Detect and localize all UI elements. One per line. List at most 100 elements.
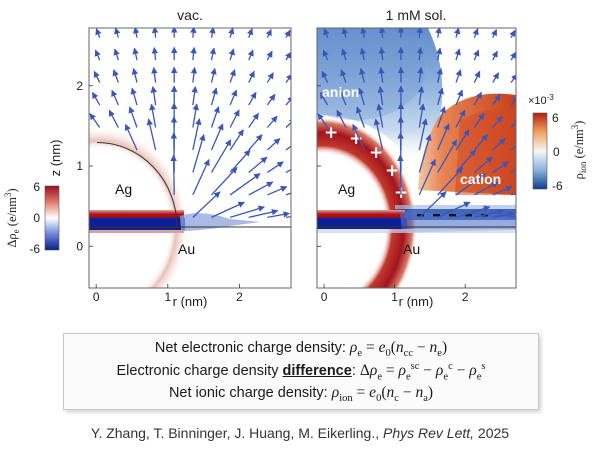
field-arrow [229,89,238,106]
field-arrow [131,67,139,83]
field-arrow [192,103,200,128]
field-arrow [266,72,274,83]
field-arrow [210,106,220,128]
interface-blue-layer [317,218,407,229]
panel-title: 1 mM sol. [386,7,447,23]
field-arrow [455,89,464,106]
field-arrow [132,28,140,38]
panel-solution: 1 mM sol. + + + [316,7,517,309]
field-arrow [229,129,244,151]
field-arrow [190,28,197,38]
field-arrow [89,113,101,128]
panel-frame [88,27,292,289]
field-arrow [437,123,450,151]
field-arrow [437,166,464,196]
field-arrow [209,28,216,38]
field-arrow [317,113,329,128]
field-arrow [94,49,101,61]
svg-text:+: + [369,143,383,163]
field-arrow [285,215,291,219]
field-arrow [210,67,217,83]
field-arrow [492,161,509,173]
cb-tick: 0 [553,145,560,159]
ag-surface-shell [317,117,417,288]
field-arrow [417,66,424,83]
svg-text:+: + [324,123,338,143]
field-arrow [510,95,516,106]
field-arrow [492,72,500,83]
field-arrow [266,50,273,61]
field-arrow [378,46,386,61]
field-arrow [284,29,291,38]
y-axis-label: z (nm) [48,140,63,177]
field-arrow [210,123,224,151]
field-arrow [112,69,119,83]
field-arrow [323,28,330,38]
equation-ionic-density: Net ionic charge density: ρion = e0(nc −… [168,384,434,405]
field-arrow [247,49,254,61]
field-arrow [229,173,261,196]
ag-halo [89,127,189,288]
field-arrow [492,211,516,219]
field-arrow [416,46,424,61]
field-arrow [352,123,365,151]
cb-tick: -6 [29,242,40,256]
field-arrow [474,208,504,219]
field-arrow [340,69,347,83]
interface-under-red [89,230,184,233]
field-arrow [455,129,470,151]
field-arrow [113,48,120,61]
interface-tail [180,213,260,231]
y-tick-label: 2 [76,79,83,93]
field-arrow [435,47,443,61]
field-arrow [378,66,385,83]
ag-sphere-outline [96,142,178,228]
svg-text:+: + [349,129,363,149]
difference-highlight: difference [282,363,352,380]
field-arrow [266,138,281,151]
field-arrow [418,118,428,151]
field-arrow [455,69,462,83]
field-arrow [285,192,291,196]
field-arrow [473,134,489,151]
field-arrow [248,112,260,128]
field-arrow [267,185,288,196]
field-arrow [248,156,268,173]
field-arrow [151,28,159,38]
field-arrow [492,138,506,151]
field-arrow [338,89,347,106]
field-arrow [248,91,257,106]
x-axis-label: r (nm) [173,294,208,309]
anion-region [317,28,443,165]
x-tick-label: 2 [462,290,469,304]
axis-ticks-solution: 0 1 2 [317,85,469,304]
field-arrow [378,28,386,38]
plus-signs: + + + + + [324,123,408,203]
ion-colorbar-label: ρion (e/nm3) [570,121,588,180]
ag-label: Ag [338,181,355,197]
field-arrow [132,47,139,61]
field-arrow [266,93,276,106]
field-arrow [360,28,367,38]
field-arrow [473,49,480,61]
x-tick-label: 1 [164,290,171,304]
field-arrow [190,66,198,83]
field-arrow [341,28,348,38]
x-tick-label: 0 [321,290,328,304]
journal: Phys Rev Lett, [383,425,475,441]
field-arrow [474,181,499,196]
au-label: Au [178,241,195,257]
field-arrow [265,28,272,38]
field-arrow [418,134,432,173]
field-arrow [229,205,265,219]
field-arrow [191,85,198,106]
field-arrow [492,185,513,196]
field-arrow [510,140,516,151]
field-arrows-vacuum [89,28,291,219]
field-arrow [453,28,461,38]
field-arrow [436,67,443,83]
field-arrow [210,139,232,173]
field-arrow [473,156,493,173]
panel-frame [316,27,517,289]
field-arrow [454,48,461,61]
